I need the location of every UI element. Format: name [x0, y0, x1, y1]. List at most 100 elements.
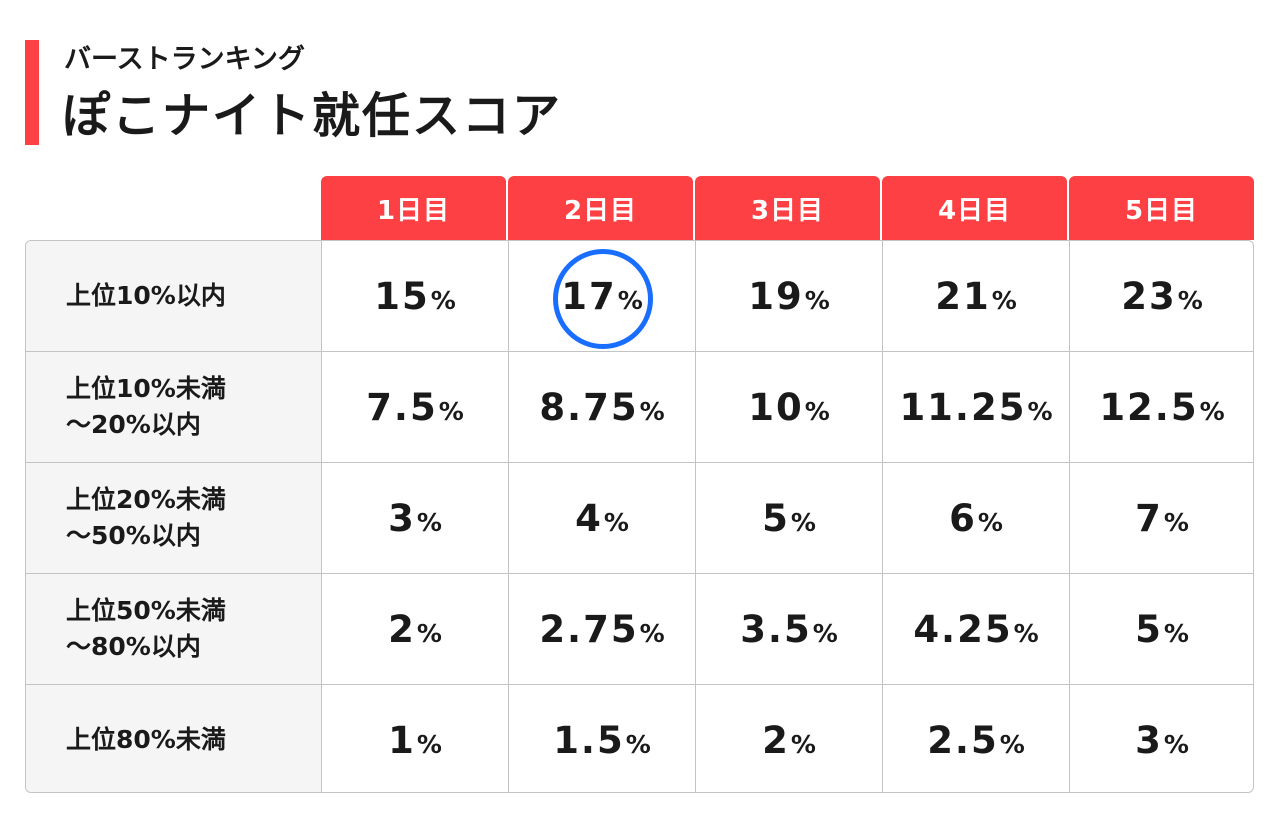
title-accent-bar	[25, 40, 39, 145]
row-label-50-to-80: 上位50%未満 ～80%以内	[66, 574, 316, 684]
page-subtitle: バーストランキング	[64, 44, 305, 75]
row-divider	[26, 462, 1253, 463]
cell-unit: %	[1163, 507, 1189, 537]
cell-unit: %	[790, 507, 816, 537]
table-cell: 4%	[509, 463, 695, 573]
cell-value: 3	[1135, 718, 1163, 762]
table-cell: 3.5%	[696, 574, 882, 684]
cell-value: 10	[748, 385, 804, 429]
column-divider	[1069, 241, 1070, 792]
table-cell: 19%	[696, 241, 882, 351]
row-label-line: 上位10%未満	[66, 374, 226, 403]
table-cell: 2%	[696, 685, 882, 792]
cell-value: 3	[388, 496, 416, 540]
table-cell: 2.5%	[883, 685, 1069, 792]
label-column-background	[26, 241, 321, 792]
cell-value: 12.5	[1099, 385, 1199, 429]
row-label-20-to-50: 上位20%未満 ～50%以内	[66, 463, 316, 573]
cell-unit: %	[603, 507, 629, 537]
column-divider	[695, 241, 696, 792]
cell-value: 2.75	[539, 607, 639, 651]
cell-unit: %	[438, 396, 464, 426]
column-header-day-3: 3日目	[695, 176, 880, 240]
cell-unit: %	[639, 618, 665, 648]
row-divider	[26, 351, 1253, 352]
table-cell: 1.5%	[509, 685, 695, 792]
column-header-day-2: 2日目	[508, 176, 693, 240]
row-label-line: ～20%以内	[66, 410, 201, 439]
cell-unit: %	[804, 285, 830, 315]
cell-unit: %	[617, 285, 643, 315]
table-cell: 7.5%	[322, 352, 508, 462]
row-label-line: ～50%以内	[66, 521, 201, 550]
table-cell: 12.5%	[1070, 352, 1253, 462]
table-cell: 8.75%	[509, 352, 695, 462]
cell-value: 2.5	[927, 718, 999, 762]
cell-unit: %	[1199, 396, 1225, 426]
cell-value: 11.25	[899, 385, 1027, 429]
table-cell: 1%	[322, 685, 508, 792]
table-cell: 15%	[322, 241, 508, 351]
column-header-day-5: 5日目	[1069, 176, 1254, 240]
cell-value: 4.25	[913, 607, 1013, 651]
cell-unit: %	[812, 618, 838, 648]
cell-unit: %	[991, 285, 1017, 315]
table-cell: 3%	[322, 463, 508, 573]
cell-unit: %	[1163, 618, 1189, 648]
table-cell: 21%	[883, 241, 1069, 351]
row-divider	[26, 684, 1253, 685]
table-cell: 23%	[1070, 241, 1253, 351]
cell-unit: %	[999, 729, 1025, 759]
cell-value: 7.5	[366, 385, 438, 429]
cell-value: 4	[575, 496, 603, 540]
cell-value: 19	[748, 274, 804, 318]
row-label-line: 上位80%未満	[66, 725, 226, 754]
table-cell: 10%	[696, 352, 882, 462]
cell-value: 17	[561, 274, 617, 318]
table-cell: 2.75%	[509, 574, 695, 684]
cell-value: 23	[1121, 274, 1177, 318]
cell-unit: %	[416, 507, 442, 537]
cell-unit: %	[1013, 618, 1039, 648]
table-cell: 4.25%	[883, 574, 1069, 684]
column-divider	[321, 241, 322, 792]
page-title: ぽこナイト就任スコア	[62, 88, 563, 144]
table-cell: 5%	[696, 463, 882, 573]
row-label-line: 上位20%未満	[66, 485, 226, 514]
table-cell-highlighted: 17%	[509, 241, 695, 351]
cell-unit: %	[416, 729, 442, 759]
score-table: 上位10%以内 15% 17% 19% 21% 23% 上位10%未満 ～20%…	[25, 240, 1254, 793]
cell-unit: %	[804, 396, 830, 426]
row-label-line: 上位50%未満	[66, 596, 226, 625]
table-cell: 5%	[1070, 574, 1253, 684]
cell-value: 1.5	[553, 718, 625, 762]
cell-value: 8.75	[539, 385, 639, 429]
cell-unit: %	[625, 729, 651, 759]
cell-unit: %	[1163, 729, 1189, 759]
column-header-day-4: 4日目	[882, 176, 1067, 240]
column-header-day-1: 1日目	[321, 176, 506, 240]
column-divider	[508, 241, 509, 792]
cell-value: 2	[388, 607, 416, 651]
row-divider	[26, 573, 1253, 574]
table-cell: 7%	[1070, 463, 1253, 573]
cell-value: 2	[762, 718, 790, 762]
row-label-line: 上位10%以内	[66, 281, 226, 310]
cell-unit: %	[1027, 396, 1053, 426]
cell-unit: %	[790, 729, 816, 759]
cell-unit: %	[1177, 285, 1203, 315]
cell-value: 5	[1135, 607, 1163, 651]
table-cell: 2%	[322, 574, 508, 684]
column-divider	[882, 241, 883, 792]
cell-unit: %	[977, 507, 1003, 537]
table-cell: 3%	[1070, 685, 1253, 792]
row-label-below-80: 上位80%未満	[66, 685, 316, 792]
table-cell: 6%	[883, 463, 1069, 573]
cell-value: 1	[388, 718, 416, 762]
cell-value: 6	[949, 496, 977, 540]
cell-unit: %	[639, 396, 665, 426]
cell-unit: %	[416, 618, 442, 648]
cell-unit: %	[430, 285, 456, 315]
row-label-top-10: 上位10%以内	[66, 241, 316, 351]
cell-value: 15	[374, 274, 430, 318]
